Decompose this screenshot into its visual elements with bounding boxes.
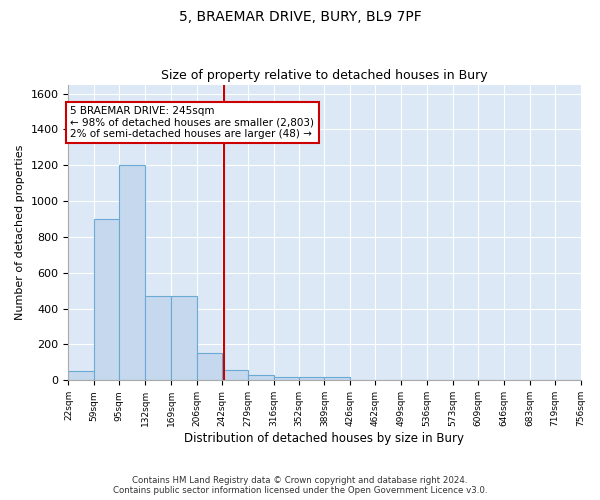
Bar [68,372,94,380]
Bar [197,354,222,380]
Bar [222,370,248,380]
Text: 5 BRAEMAR DRIVE: 245sqm
← 98% of detached houses are smaller (2,803)
2% of semi-: 5 BRAEMAR DRIVE: 245sqm ← 98% of detache… [70,106,314,140]
Text: 5, BRAEMAR DRIVE, BURY, BL9 7PF: 5, BRAEMAR DRIVE, BURY, BL9 7PF [179,10,421,24]
X-axis label: Distribution of detached houses by size in Bury: Distribution of detached houses by size … [184,432,464,445]
Bar [248,375,274,380]
Bar [145,296,171,380]
Bar [274,377,299,380]
Bar [299,377,325,380]
Bar [171,296,197,380]
Bar [119,165,145,380]
Title: Size of property relative to detached houses in Bury: Size of property relative to detached ho… [161,69,488,82]
Y-axis label: Number of detached properties: Number of detached properties [15,145,25,320]
Bar [94,219,119,380]
Text: Contains HM Land Registry data © Crown copyright and database right 2024.
Contai: Contains HM Land Registry data © Crown c… [113,476,487,495]
Bar [325,377,350,380]
